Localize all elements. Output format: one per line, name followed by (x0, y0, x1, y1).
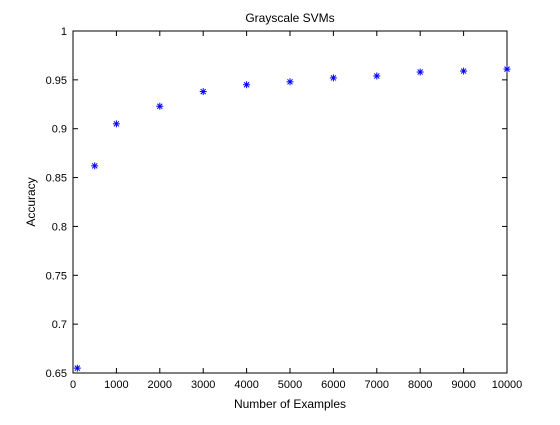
x-tick-label: 8000 (408, 379, 432, 391)
y-tick-label: 0.7 (52, 319, 67, 331)
y-tick-label: 0.85 (46, 173, 67, 185)
data-point (286, 78, 294, 86)
data-point (73, 364, 81, 372)
x-tick-label: 4000 (234, 379, 258, 391)
x-tick-label: 6000 (321, 379, 345, 391)
y-tick-label: 0.9 (52, 124, 67, 136)
data-point (199, 88, 207, 96)
y-tick-label: 0.75 (46, 270, 67, 282)
data-point (91, 162, 99, 170)
data-point (460, 67, 468, 75)
x-axis-label: Number of Examples (234, 397, 346, 411)
x-axis-ticks: 0 1000 2000 3000 4000 5000 6000 7000 8000 9000 100… (70, 31, 522, 391)
y-tick-label: 0.95 (46, 75, 67, 87)
chart-title: Grayscale SVMs (245, 11, 334, 25)
y-axis-ticks: 0.65 0.7 0.75 0.8 0.85 0.9 0.95 1 (46, 26, 507, 380)
x-tick-label: 0 (70, 379, 76, 391)
data-point (416, 68, 424, 76)
data-point (156, 102, 164, 110)
x-tick-label: 2000 (148, 379, 172, 391)
data-point (329, 74, 337, 82)
x-tick-label: 9000 (451, 379, 475, 391)
data-points (73, 65, 511, 372)
data-point (243, 81, 251, 89)
data-point (503, 65, 511, 73)
x-tick-label: 5000 (278, 379, 302, 391)
x-tick-label: 1000 (104, 379, 128, 391)
y-tick-label: 0.8 (52, 221, 67, 233)
y-tick-label: 1 (61, 26, 67, 38)
plot-area (72, 30, 508, 374)
x-tick-label: 10000 (492, 379, 523, 391)
data-point (112, 120, 120, 128)
y-axis-label: Accuracy (24, 177, 38, 226)
x-tick-label: 3000 (191, 379, 215, 391)
data-point (373, 72, 381, 80)
y-tick-label: 0.65 (46, 368, 67, 380)
x-tick-label: 7000 (365, 379, 389, 391)
